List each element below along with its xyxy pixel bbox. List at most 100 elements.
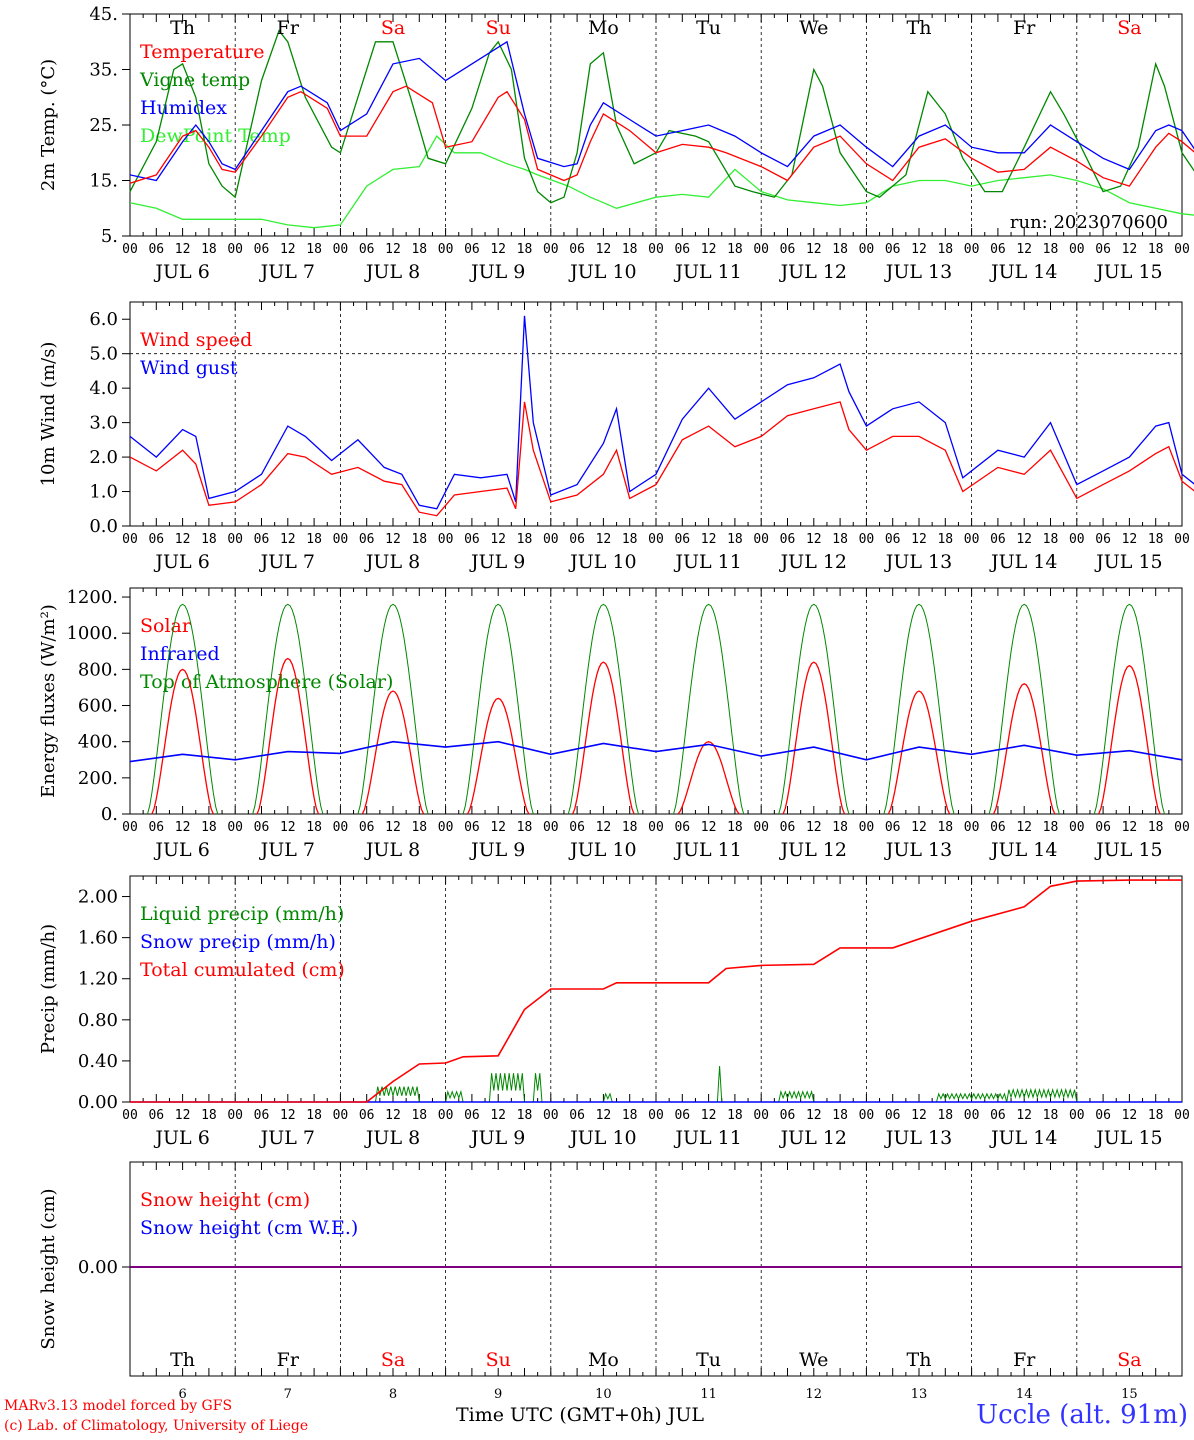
y-axis-label: Snow height (cm) — [38, 1188, 59, 1349]
hour-tick-label: 12 — [1122, 820, 1138, 835]
series-solar — [992, 683, 1056, 815]
weekday-label: Su — [486, 1349, 511, 1371]
hour-tick-label: 12 — [911, 532, 927, 547]
series-wind-speed — [129, 401, 1194, 517]
hour-tick-label: 06 — [1095, 820, 1111, 835]
date-label: JUL 14 — [989, 261, 1057, 283]
series-solar — [572, 661, 635, 815]
date-label: JUL 10 — [568, 1127, 636, 1149]
date-label: JUL 9 — [469, 261, 525, 283]
hour-tick-label: 18 — [201, 820, 217, 835]
date-label: JUL 13 — [884, 839, 952, 861]
date-label: JUL 9 — [469, 839, 525, 861]
hour-tick-label: 12 — [911, 820, 927, 835]
weekday-label: Sa — [1117, 17, 1141, 39]
hour-tick-label: 12 — [175, 242, 191, 257]
weekday-label: Th — [907, 17, 932, 39]
hour-tick-label: 00 — [648, 242, 664, 257]
hour-tick-label: 06 — [990, 1108, 1006, 1123]
hour-tick-label: 18 — [937, 532, 953, 547]
hour-tick-label: 06 — [148, 532, 164, 547]
hour-tick-label: 00 — [859, 242, 875, 257]
hour-tick-label: 06 — [464, 1108, 480, 1123]
y-tick-label: 1.20 — [78, 969, 118, 990]
hour-tick-label: 06 — [674, 820, 690, 835]
hour-tick-label: 18 — [411, 1108, 427, 1123]
day-number-label: 13 — [911, 1387, 928, 1402]
weekday-label: Fr — [1013, 17, 1036, 39]
hour-tick-label: 06 — [359, 1108, 375, 1123]
hour-tick-label: 18 — [517, 532, 533, 547]
day-number-label: 8 — [389, 1387, 397, 1402]
hour-tick-label: 18 — [306, 532, 322, 547]
y-axis-label: 2m Temp. (°C) — [38, 59, 59, 191]
series-top-of-atmosphere — [988, 603, 1060, 815]
hour-tick-label: 06 — [1095, 1108, 1111, 1123]
hour-tick-label: 12 — [911, 242, 927, 257]
series-top-of-atmosphere — [252, 603, 324, 815]
y-tick-label: 2.0 — [89, 447, 118, 468]
hour-tick-label: 18 — [832, 242, 848, 257]
date-label: JUL 10 — [568, 551, 636, 573]
series-top-of-atmosphere — [567, 603, 639, 815]
hour-tick-label: 06 — [885, 1108, 901, 1123]
hour-tick-label: 12 — [280, 820, 296, 835]
y-axis-label: Precip (mm/h) — [38, 924, 59, 1054]
y-tick-label: 0.40 — [78, 1051, 118, 1072]
date-label: JUL 8 — [364, 551, 420, 573]
hour-tick-label: 00 — [753, 242, 769, 257]
hour-tick-label: 18 — [306, 820, 322, 835]
series-top-of-atmosphere — [462, 603, 534, 815]
y-tick-label: 0.80 — [78, 1010, 118, 1031]
hour-tick-label: 18 — [727, 820, 743, 835]
series-solar — [677, 741, 740, 815]
hour-tick-label: 06 — [464, 532, 480, 547]
hour-tick-label: 18 — [937, 242, 953, 257]
day-number-label: 12 — [806, 1387, 823, 1402]
series-humidex — [129, 40, 1194, 182]
hour-tick-label: 12 — [280, 1108, 296, 1123]
hour-tick-label: 06 — [464, 820, 480, 835]
hour-tick-label: 12 — [280, 532, 296, 547]
hour-tick-label: 12 — [596, 820, 612, 835]
weekday-label: Fr — [277, 1349, 300, 1371]
legend-liquid-precip-mm-h-: Liquid precip (mm/h) — [140, 903, 344, 925]
y-tick-label: 3.0 — [89, 413, 118, 434]
hour-tick-label: 18 — [832, 1108, 848, 1123]
hour-tick-label: 18 — [622, 1108, 638, 1123]
hour-tick-label: 00 — [1174, 532, 1190, 547]
station-name: Uccle (alt. 91m) — [976, 1400, 1188, 1430]
series-top-of-atmosphere — [673, 603, 745, 815]
y-tick-label: 800. — [78, 659, 118, 680]
panel-frame-1 — [129, 301, 1183, 527]
hour-tick-label: 18 — [937, 1108, 953, 1123]
hour-tick-label: 00 — [753, 532, 769, 547]
date-label: JUL 15 — [1094, 551, 1162, 573]
y-tick-label: 15. — [89, 171, 118, 192]
hour-tick-label: 06 — [780, 532, 796, 547]
hour-tick-label: 18 — [1148, 1108, 1164, 1123]
hour-tick-label: 06 — [990, 532, 1006, 547]
hour-tick-label: 12 — [806, 532, 822, 547]
date-label: JUL 14 — [989, 839, 1057, 861]
hour-tick-label: 00 — [1069, 242, 1085, 257]
hour-tick-label: 00 — [333, 532, 349, 547]
hour-tick-label: 12 — [175, 1108, 191, 1123]
hour-tick-label: 18 — [727, 242, 743, 257]
date-label: JUL 7 — [259, 1127, 315, 1149]
date-label: JUL 14 — [989, 1127, 1057, 1149]
date-label: JUL 6 — [153, 1127, 209, 1149]
y-tick-label: 1200. — [66, 587, 118, 608]
hour-tick-label: 06 — [254, 532, 270, 547]
hour-tick-label: 18 — [622, 242, 638, 257]
date-label: JUL 11 — [673, 261, 741, 283]
hour-tick-label: 12 — [490, 820, 506, 835]
hour-tick-label: 00 — [333, 1108, 349, 1123]
date-label: JUL 7 — [259, 261, 315, 283]
hour-tick-label: 18 — [306, 1108, 322, 1123]
hour-tick-label: 06 — [990, 820, 1006, 835]
legend-wind-gust: Wind gust — [140, 357, 238, 379]
series-solar — [887, 690, 951, 815]
hour-tick-label: 00 — [964, 1108, 980, 1123]
